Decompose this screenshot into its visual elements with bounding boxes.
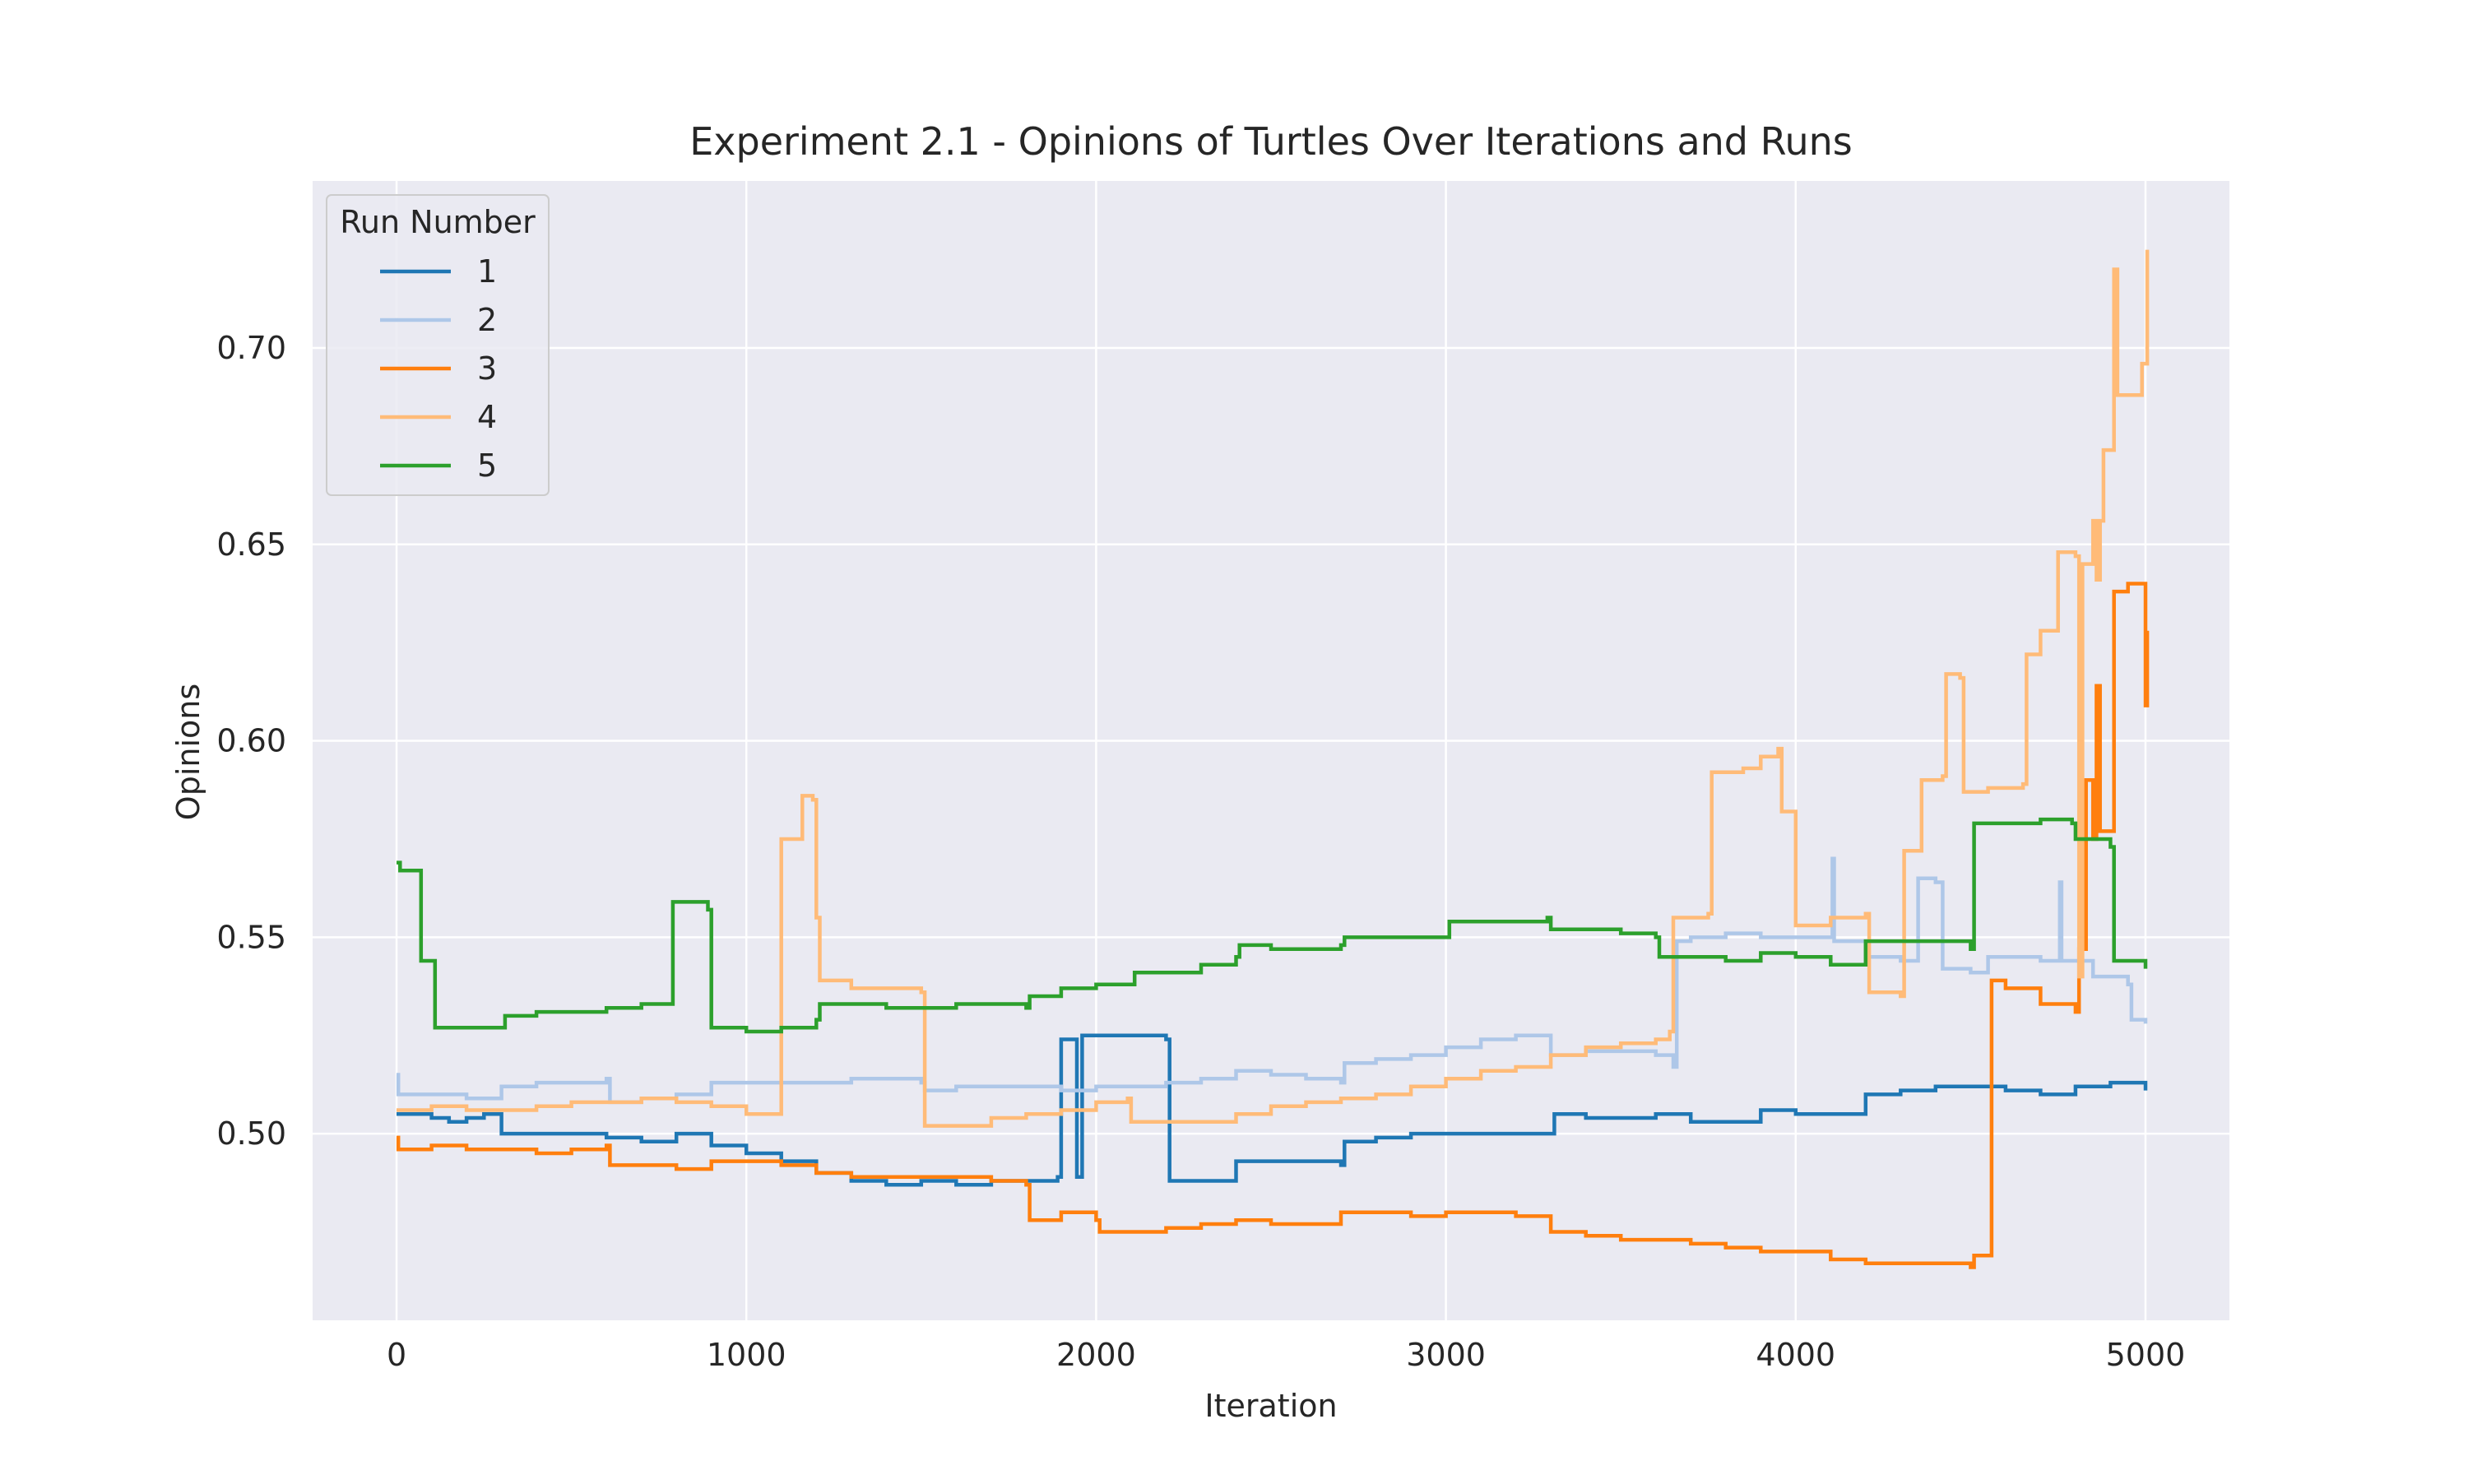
series-line-run-3 bbox=[396, 582, 2150, 1269]
legend-title: Run Number bbox=[340, 204, 536, 240]
y-tick-label: 0.65 bbox=[216, 526, 286, 563]
plot-area bbox=[313, 181, 2229, 1320]
series-line-run-1 bbox=[397, 1033, 2148, 1187]
y-tick-labels: 0.50 0.55 0.60 0.65 0.70 bbox=[216, 330, 286, 1152]
x-tick-label: 1000 bbox=[707, 1337, 786, 1373]
y-tick-label: 0.55 bbox=[216, 919, 286, 955]
series-lines bbox=[396, 249, 2150, 1269]
legend-label-run-2: 2 bbox=[477, 302, 497, 338]
x-tick-label: 2000 bbox=[1056, 1337, 1136, 1373]
legend[interactable]: Run Number 1 2 3 4 5 bbox=[326, 194, 550, 496]
series-line-run-2 bbox=[396, 856, 2148, 1105]
x-axis-label: Iteration bbox=[1204, 1388, 1337, 1424]
x-tick-label: 0 bbox=[387, 1337, 406, 1373]
chart-title: Experiment 2.1 - Opinions of Turtles Ove… bbox=[689, 119, 1853, 164]
legend-label-run-4: 4 bbox=[477, 399, 497, 435]
y-tick-label: 0.70 bbox=[216, 330, 286, 366]
legend-label-run-1: 1 bbox=[477, 253, 497, 290]
y-tick-label: 0.50 bbox=[216, 1115, 286, 1152]
series-line-run-5 bbox=[397, 817, 2148, 1034]
legend-label-run-3: 3 bbox=[477, 350, 497, 387]
y-axis-label: Opinions bbox=[170, 684, 206, 820]
y-tick-label: 0.60 bbox=[216, 723, 286, 759]
x-tick-label: 3000 bbox=[1406, 1337, 1486, 1373]
x-tick-label: 4000 bbox=[1756, 1337, 1835, 1373]
series-line-run-4 bbox=[397, 249, 2150, 1128]
x-tick-labels: 0 1000 2000 3000 4000 5000 bbox=[387, 1337, 2185, 1373]
x-tick-label: 5000 bbox=[2106, 1337, 2186, 1373]
legend-items: 1 2 3 4 5 bbox=[380, 253, 497, 484]
grid-lines bbox=[313, 181, 2229, 1320]
legend-label-run-5: 5 bbox=[477, 448, 497, 484]
